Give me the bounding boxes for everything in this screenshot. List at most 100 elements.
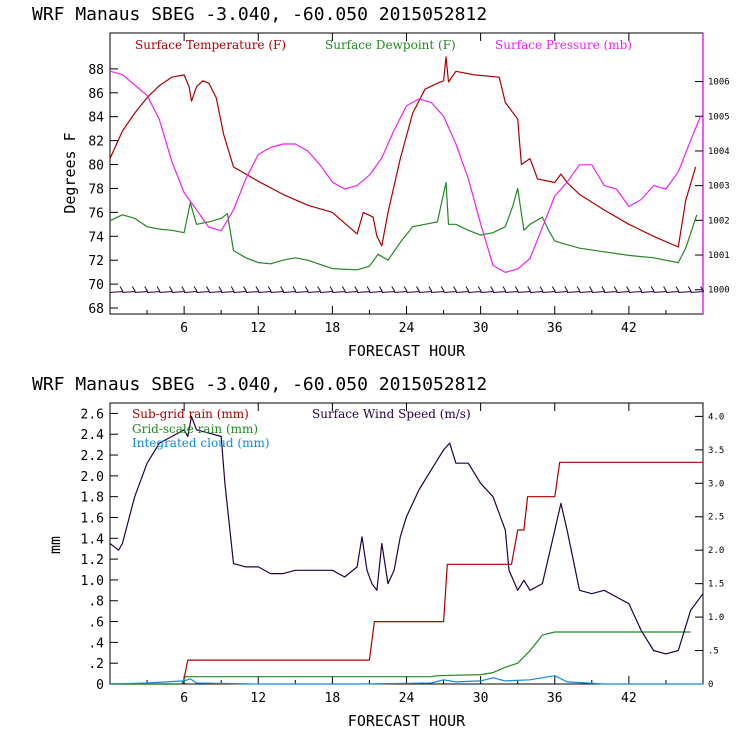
wind-barb-shaft bbox=[492, 290, 507, 293]
wind-barb-flag bbox=[576, 286, 581, 292]
wind-barb-flag bbox=[255, 286, 260, 292]
wind-barb-shaft bbox=[567, 290, 581, 293]
y2-tick-label: .5 bbox=[708, 647, 719, 657]
wind-barb-shaft bbox=[208, 290, 222, 293]
y-axis-label: mm bbox=[46, 536, 64, 554]
wind-barb-shaft bbox=[480, 290, 494, 293]
y-tick-label: 78 bbox=[88, 182, 104, 197]
y2-tick-label: 1005 bbox=[708, 112, 730, 122]
wind-barb-shaft bbox=[233, 290, 247, 293]
wind-barb-shaft bbox=[332, 290, 346, 293]
wind-barb-flag bbox=[119, 286, 124, 292]
precipitation-panel: WRF Manaus SBEG -3.040, -60.050 20150528… bbox=[32, 374, 724, 730]
wind-barb-shaft bbox=[196, 290, 210, 293]
wind-barb-shaft bbox=[122, 290, 136, 293]
wind-barb-shaft bbox=[109, 290, 124, 293]
wind-barb-flag bbox=[317, 286, 322, 292]
wind-barb-shaft bbox=[270, 290, 284, 293]
wind-barb-shaft bbox=[517, 290, 531, 293]
wind-barb-flag bbox=[416, 286, 420, 292]
y2-tick-label: 4.0 bbox=[708, 412, 724, 422]
wind-barb-flag bbox=[230, 286, 235, 292]
wind-barb-flag bbox=[626, 286, 630, 292]
plot-frame bbox=[109, 32, 704, 315]
y-tick-label: 2.4 bbox=[81, 428, 105, 443]
y-tick-label: 0 bbox=[96, 678, 104, 693]
wind-barb-flag bbox=[156, 286, 161, 292]
wind-barb-shaft bbox=[381, 290, 395, 293]
wind-barb-shaft bbox=[690, 290, 704, 293]
wind-barb-shaft bbox=[319, 290, 334, 293]
wind-barb-flag bbox=[663, 286, 668, 292]
surface-wind-speed-line bbox=[109, 415, 704, 655]
wind-barb-flag bbox=[366, 286, 371, 292]
wind-barb-flag bbox=[514, 286, 519, 292]
surface-pressure-line bbox=[109, 70, 702, 273]
wind-barb-shaft bbox=[357, 290, 371, 293]
y2-tick-label: 1.5 bbox=[708, 580, 724, 590]
y-tick-label: .4 bbox=[88, 636, 104, 651]
y2-tick-label: 1003 bbox=[708, 182, 730, 192]
y-tick-label: 86 bbox=[88, 87, 104, 102]
x-tick-label: 18 bbox=[325, 321, 341, 336]
wind-barb-flag bbox=[403, 286, 408, 292]
x-tick-label: 42 bbox=[621, 691, 637, 706]
wind-barb-flag bbox=[638, 286, 643, 292]
y-tick-label: 84 bbox=[88, 111, 104, 126]
y-tick-label: 80 bbox=[88, 159, 104, 174]
x-tick-label: 12 bbox=[250, 321, 266, 336]
wind-barb-flag bbox=[168, 286, 173, 292]
y-tick-label: 1.6 bbox=[81, 511, 104, 526]
wind-barb-flag bbox=[131, 286, 136, 292]
wind-barb-shaft bbox=[295, 290, 309, 293]
y2-tick-label: 0 bbox=[708, 680, 713, 690]
wind-barb-flag bbox=[613, 286, 618, 292]
y-tick-label: 2.2 bbox=[81, 449, 104, 464]
wind-barb-shaft bbox=[665, 290, 679, 293]
wind-barb-flag bbox=[267, 286, 272, 292]
wind-barb-flag bbox=[280, 286, 285, 292]
wind-barb-shaft bbox=[554, 290, 568, 293]
wind-barb-shaft bbox=[134, 290, 148, 293]
wind-barb-flag bbox=[341, 286, 346, 292]
wind-barb-shaft bbox=[653, 290, 667, 293]
wind-barb-shaft bbox=[221, 290, 235, 293]
wind-barb-shaft bbox=[468, 290, 482, 293]
wind-barb-shaft bbox=[579, 290, 593, 293]
legend-entry: Surface Wind Speed (m/s) bbox=[312, 407, 471, 421]
wind-barb-flag bbox=[193, 286, 198, 292]
wind-barb-flag bbox=[453, 286, 457, 292]
wind-barb-flag bbox=[527, 286, 532, 292]
x-tick-label: 18 bbox=[325, 691, 341, 706]
y2-tick-label: 1002 bbox=[708, 216, 730, 226]
wind-barb-shaft bbox=[443, 290, 457, 293]
wind-barb-shaft bbox=[307, 290, 321, 293]
wind-barb-flag bbox=[243, 286, 247, 292]
wind-barb-flag bbox=[292, 286, 297, 292]
chart-title: WRF Manaus SBEG -3.040, -60.050 20150528… bbox=[32, 4, 487, 25]
x-tick-label: 30 bbox=[473, 321, 489, 336]
wind-barb-flag bbox=[391, 286, 396, 292]
chart-title: WRF Manaus SBEG -3.040, -60.050 20150528… bbox=[32, 374, 487, 395]
wind-barb-flag bbox=[502, 286, 507, 292]
legend-entry: Integrated cloud (mm) bbox=[132, 436, 270, 450]
legend-entry: Sub-grid rain (mm) bbox=[132, 407, 249, 421]
wind-barb-shaft bbox=[418, 290, 432, 293]
x-tick-label: 24 bbox=[399, 321, 415, 336]
y-tick-label: 1.4 bbox=[81, 532, 105, 547]
x-tick-label: 6 bbox=[180, 691, 188, 706]
wind-barb-shaft bbox=[159, 290, 173, 293]
wind-barb-flag bbox=[465, 286, 470, 292]
x-axis-label: FORECAST HOUR bbox=[348, 342, 466, 360]
wind-barb-shaft bbox=[455, 290, 469, 293]
wind-barb-flag bbox=[477, 286, 482, 292]
y-tick-label: 2.0 bbox=[81, 470, 104, 485]
x-tick-label: 36 bbox=[547, 321, 563, 336]
wind-barb-flag bbox=[181, 286, 186, 292]
y2-tick-label: 1001 bbox=[708, 251, 730, 261]
wind-barb-shaft bbox=[184, 290, 198, 293]
wind-barb-shaft bbox=[431, 290, 445, 293]
x-tick-label: 12 bbox=[250, 691, 266, 706]
wind-barb-shaft bbox=[282, 290, 296, 293]
